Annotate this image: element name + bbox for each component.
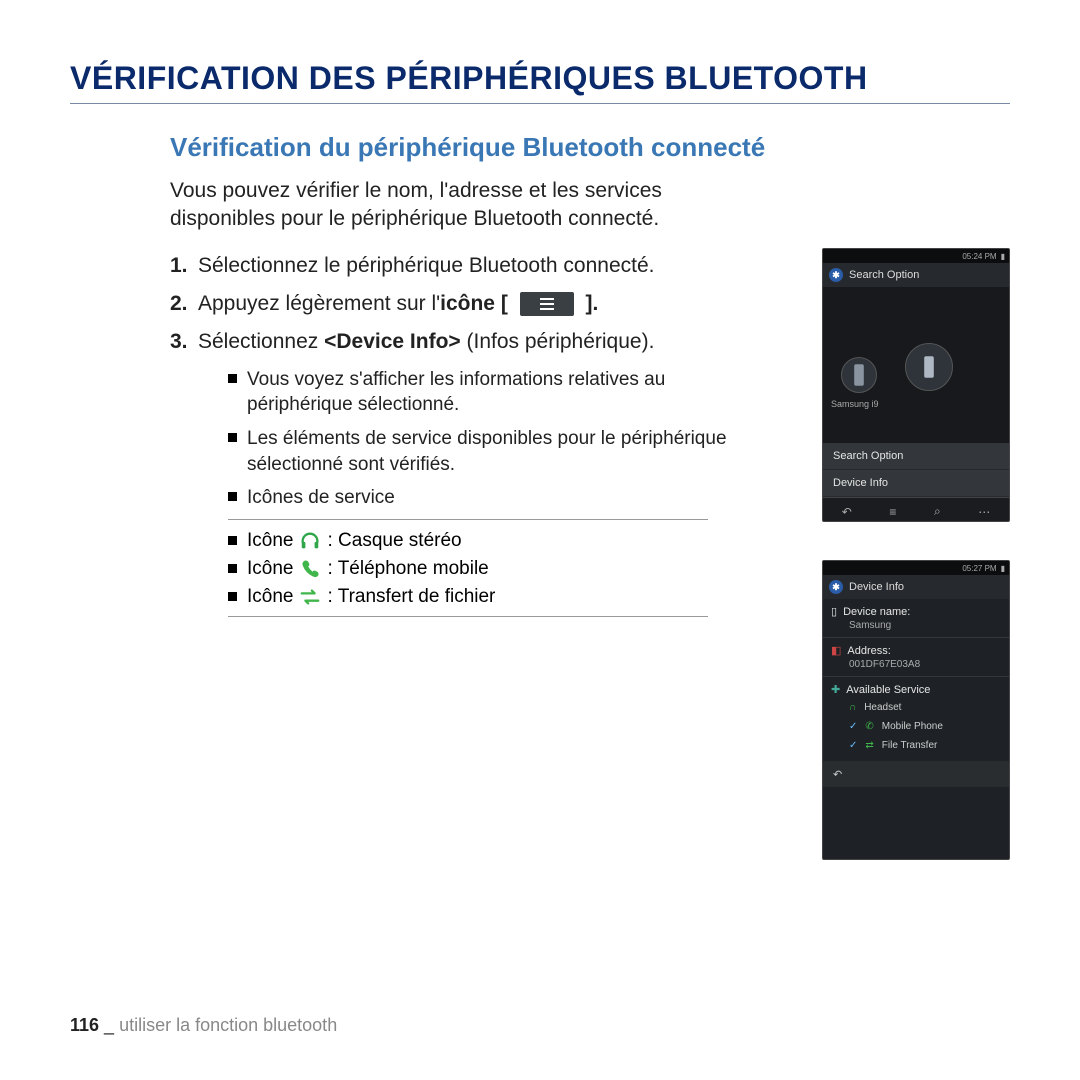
phone-header: ✱ Device Info: [823, 575, 1009, 599]
service-row: ∩ Headset: [831, 698, 1001, 717]
page-footer: 116 _ utiliser la fonction bluetooth: [70, 1015, 337, 1036]
bullet-icon: [228, 433, 237, 442]
page-title: VÉRIFICATION DES PÉRIPHÉRIQUES BLUETOOTH: [70, 60, 1010, 104]
bullet-icon: [228, 374, 237, 383]
menu-item-device-info[interactable]: Device Info: [823, 470, 1009, 497]
status-time: 05:24 PM: [962, 252, 996, 261]
bullet-icon: [228, 564, 237, 573]
check-icon: ✓: [849, 740, 857, 751]
status-bar: 05:27 PM▮: [823, 561, 1009, 575]
service-mobile: Mobile Phone: [882, 721, 943, 732]
sub-text: Vous voyez s'afficher les informations r…: [247, 367, 750, 418]
service-row: ✓ ✆ Mobile Phone: [831, 717, 1001, 736]
bullet-icon: [228, 592, 237, 601]
step-text: Sélectionnez le périphérique Bluetooth c…: [198, 252, 750, 280]
icon-label: Icône: [247, 558, 293, 580]
service-icon-row: Icône : Téléphone mobile: [228, 558, 750, 580]
sub-bullet: Vous voyez s'afficher les informations r…: [228, 367, 750, 418]
bullet-icon: [228, 536, 237, 545]
sub-text: Les éléments de service disponibles pour…: [247, 426, 750, 477]
menu-icon: [520, 292, 574, 316]
phone-menu: Search Option Device Info: [823, 443, 1009, 497]
intro-text: Vous pouvez vérifier le nom, l'adresse e…: [170, 177, 750, 234]
sub-bullet: Icônes de service: [228, 485, 750, 511]
step-number: 2.: [170, 290, 198, 318]
icon-label: Icône: [247, 530, 293, 552]
bluetooth-icon: ✱: [829, 580, 843, 594]
back-icon[interactable]: ↶: [833, 768, 842, 781]
step-number: 1.: [170, 252, 198, 280]
phone-screenshot-1: 05:24 PM▮ ✱ Search Option Samsung i9 Sea…: [822, 248, 1010, 522]
step3-text-b: <Device Info>: [324, 330, 461, 353]
step2-text-c: ].: [586, 292, 599, 315]
address-icon: ◧: [831, 644, 841, 657]
phone-small-icon: ✆: [865, 721, 873, 732]
service-section-icon: ✚: [831, 683, 840, 696]
more-nav-icon[interactable]: ⋯: [978, 505, 990, 519]
phone-body: Samsung i9: [823, 287, 1009, 443]
sub-bullet-list: Vous voyez s'afficher les informations r…: [228, 367, 750, 617]
address-section: ◧ Address: 001DF67E03A8: [823, 638, 1009, 677]
step-text: Appuyez légèrement sur l'icône [ ].: [198, 290, 750, 318]
step-2: 2. Appuyez légèrement sur l'icône [ ].: [170, 290, 750, 318]
device-small-icon: ▯: [831, 605, 837, 618]
check-icon: ✓: [849, 721, 857, 732]
headset-small-icon: ∩: [849, 702, 856, 713]
search-nav-icon[interactable]: ⌕: [934, 504, 941, 519]
available-service-section: ✚ Available Service ∩ Headset ✓ ✆ Mobile Pho…: [823, 677, 1009, 761]
phone-header-text: Search Option: [849, 269, 919, 281]
step2-text-b: icône [: [440, 292, 508, 315]
icon-desc: : Transfert de fichier: [327, 586, 495, 608]
icon-label: Icône: [247, 586, 293, 608]
phone-icon: [299, 558, 321, 580]
status-bar: 05:24 PM▮: [823, 249, 1009, 263]
device-name-value: Samsung: [831, 620, 1001, 631]
bullet-icon: [228, 492, 237, 501]
device-circle-icon: [905, 343, 953, 391]
headphone-icon: [299, 530, 321, 552]
phone-screenshot-2: 05:27 PM▮ ✱ Device Info ▯ Device name: Sa…: [822, 560, 1010, 860]
step2-text-a: Appuyez légèrement sur l': [198, 292, 440, 315]
steps-list: 1. Sélectionnez le périphérique Bluetoot…: [170, 252, 750, 357]
icon-desc: : Casque stéréo: [327, 530, 461, 552]
service-row: ✓ ⇄ File Transfer: [831, 736, 1001, 755]
device-name-label: Device name:: [843, 606, 910, 618]
phone-header-text: Device Info: [849, 581, 904, 593]
service-headset: Headset: [864, 702, 901, 713]
divider: [228, 519, 708, 520]
bluetooth-icon: ✱: [829, 268, 843, 282]
device-circle-icon: [841, 357, 877, 393]
step-3: 3. Sélectionnez <Device Info> (Infos pér…: [170, 328, 750, 356]
step-text: Sélectionnez <Device Info> (Infos périph…: [198, 328, 750, 356]
device-label: Samsung i9: [831, 399, 879, 409]
step-number: 3.: [170, 328, 198, 356]
chapter-name: utiliser la fonction bluetooth: [119, 1015, 337, 1035]
section-subtitle: Vérification du périphérique Bluetooth c…: [170, 132, 1010, 163]
icon-desc: : Téléphone mobile: [327, 558, 488, 580]
menu-nav-icon[interactable]: ≡: [889, 505, 896, 519]
step3-text-c: (Infos périphérique).: [461, 330, 655, 353]
step3-text-a: Sélectionnez: [198, 330, 324, 353]
transfer-icon: [299, 586, 321, 608]
menu-item-search-option[interactable]: Search Option: [823, 443, 1009, 470]
service-icon-row: Icône : Casque stéréo: [228, 530, 750, 552]
available-service-label: Available Service: [846, 684, 930, 696]
service-transfer: File Transfer: [882, 740, 938, 751]
page-number: 116: [70, 1015, 99, 1035]
phone-header: ✱ Search Option: [823, 263, 1009, 287]
address-label: Address:: [847, 645, 890, 657]
step-1: 1. Sélectionnez le périphérique Bluetoot…: [170, 252, 750, 280]
device-name-section: ▯ Device name: Samsung: [823, 599, 1009, 638]
sub-text: Icônes de service: [247, 485, 395, 511]
divider: [228, 616, 708, 617]
address-value: 001DF67E03A8: [831, 659, 1001, 670]
transfer-small-icon: ⇄: [865, 740, 873, 751]
sub-bullet: Les éléments de service disponibles pour…: [228, 426, 750, 477]
back-icon[interactable]: ↶: [842, 505, 852, 519]
footer-sep: _: [99, 1015, 119, 1035]
service-icon-row: Icône : Transfert de fichier: [228, 586, 750, 608]
status-time: 05:27 PM: [962, 564, 996, 573]
phone-nav-bar: ↶ ≡ ⌕ ⋯: [823, 497, 1009, 522]
phone-bottom-bar: ↶: [823, 761, 1009, 787]
